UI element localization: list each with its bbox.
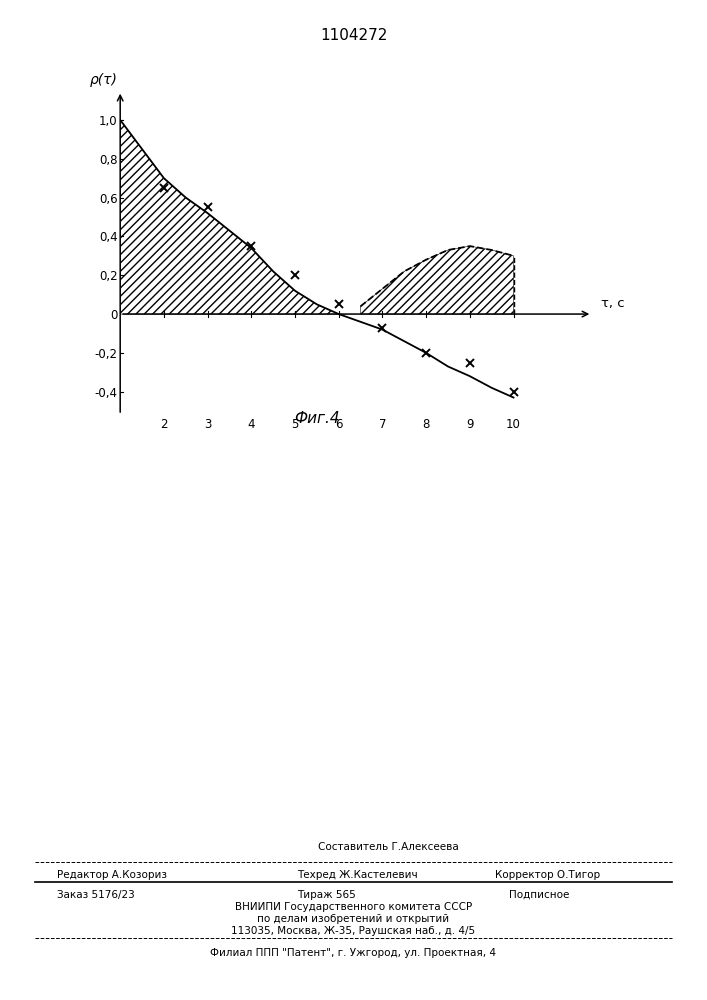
Text: Редактор А.Козориз: Редактор А.Козориз — [57, 870, 167, 880]
Text: Техред Ж.Кастелевич: Техред Ж.Кастелевич — [297, 870, 418, 880]
Text: 1104272: 1104272 — [320, 28, 387, 43]
Text: Подписное: Подписное — [509, 890, 569, 900]
Text: Заказ 5176/23: Заказ 5176/23 — [57, 890, 134, 900]
Text: Составитель Г.Алексеева: Составитель Г.Алексеева — [318, 842, 460, 852]
Text: τ, с: τ, с — [601, 297, 624, 310]
Text: Фиг.4: Фиг.4 — [294, 411, 339, 426]
Text: Корректор О.Тигор: Корректор О.Тигор — [495, 870, 600, 880]
Text: ВНИИПИ Государственного комитета СССР: ВНИИПИ Государственного комитета СССР — [235, 902, 472, 912]
Text: по делам изобретений и открытий: по делам изобретений и открытий — [257, 914, 450, 924]
Text: Тираж 565: Тираж 565 — [297, 890, 356, 900]
Text: ρ(τ): ρ(τ) — [90, 73, 118, 87]
Text: Филиал ППП "Патент", г. Ужгород, ул. Проектная, 4: Филиал ППП "Патент", г. Ужгород, ул. Про… — [211, 948, 496, 958]
Text: 113035, Москва, Ж-35, Раушская наб., д. 4/5: 113035, Москва, Ж-35, Раушская наб., д. … — [231, 926, 476, 936]
